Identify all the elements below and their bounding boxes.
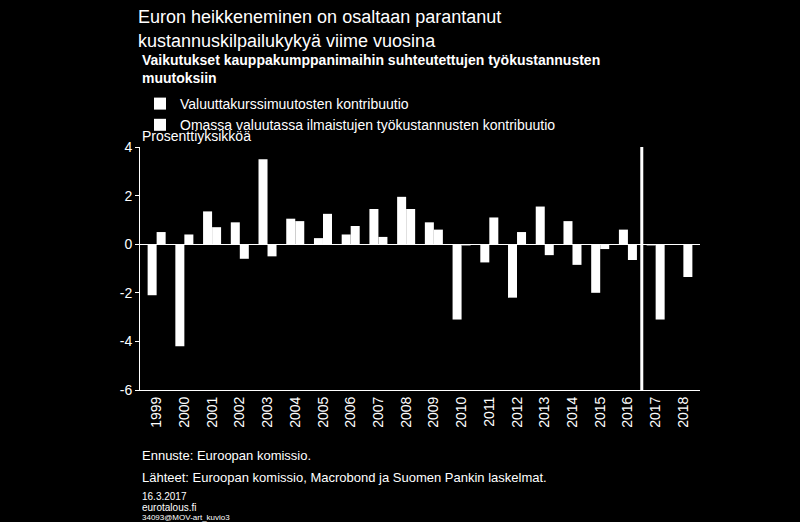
svg-text:1999: 1999 xyxy=(148,396,164,427)
svg-text:Valuuttakurssimuutosten kontri: Valuuttakurssimuutosten kontribuutio xyxy=(180,96,409,112)
svg-text:Euron heikkeneminen on osaltaa: Euron heikkeneminen on osaltaan parantan… xyxy=(138,7,501,50)
svg-text:2010: 2010 xyxy=(453,396,469,427)
svg-text:2018: 2018 xyxy=(675,396,691,427)
svg-text:Vaikutukset kauppakumppanimaih: Vaikutukset kauppakumppanimaihin suhteut… xyxy=(142,52,600,86)
svg-text:2002: 2002 xyxy=(231,396,247,427)
svg-text:0: 0 xyxy=(124,236,132,252)
svg-text:2005: 2005 xyxy=(315,396,331,427)
svg-text:-4: -4 xyxy=(120,333,133,349)
svg-text:16.3.2017: 16.3.2017 xyxy=(142,491,187,502)
svg-text:2011: 2011 xyxy=(481,396,497,426)
svg-text:2017: 2017 xyxy=(647,396,663,427)
svg-text:-2: -2 xyxy=(120,285,133,301)
svg-text:2004: 2004 xyxy=(287,396,303,427)
svg-text:2012: 2012 xyxy=(509,396,525,427)
svg-text:4: 4 xyxy=(124,139,132,155)
svg-text:2013: 2013 xyxy=(536,396,552,427)
svg-text:2008: 2008 xyxy=(398,396,414,427)
svg-text:2015: 2015 xyxy=(592,396,608,427)
svg-text:2000: 2000 xyxy=(176,396,192,427)
svg-text:-6: -6 xyxy=(120,382,133,398)
svg-text:2007: 2007 xyxy=(370,396,386,427)
svg-text:2009: 2009 xyxy=(425,396,441,427)
svg-text:2016: 2016 xyxy=(619,396,635,427)
svg-text:Ennuste: Euroopan komissio.: Ennuste: Euroopan komissio. xyxy=(142,448,311,463)
svg-text:2003: 2003 xyxy=(259,396,275,427)
svg-text:2: 2 xyxy=(124,188,132,204)
svg-text:Prosenttiyksikköä: Prosenttiyksikköä xyxy=(142,128,251,144)
svg-text:Lähteet: Euroopan komissio, Ma: Lähteet: Euroopan komissio, Macrobond ja… xyxy=(142,470,547,485)
svg-text:2006: 2006 xyxy=(342,396,358,427)
svg-text:2014: 2014 xyxy=(564,396,580,427)
svg-text:eurotalous.fi: eurotalous.fi xyxy=(142,502,196,513)
svg-text:Omassa valuutassa ilmaistujen: Omassa valuutassa ilmaistujen työkustann… xyxy=(180,117,555,133)
svg-text:34093@MOV-art_kuvio3: 34093@MOV-art_kuvio3 xyxy=(142,513,230,522)
svg-text:2001: 2001 xyxy=(204,396,220,427)
